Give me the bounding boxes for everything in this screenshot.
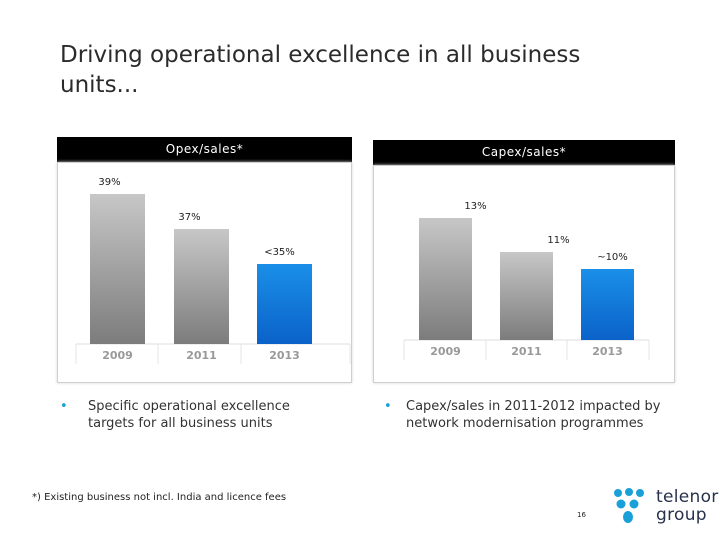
capex-panel-header: Capex/sales* bbox=[373, 140, 675, 165]
bar-2011 bbox=[500, 252, 553, 340]
bar-value-label: <35% bbox=[264, 247, 295, 258]
category-label: 2011 bbox=[186, 349, 217, 362]
category-label: 2009 bbox=[102, 349, 133, 362]
category-label: 2013 bbox=[269, 349, 300, 362]
slide-title: Driving operational excellence in all bu… bbox=[60, 42, 581, 98]
opex-panel-header: Opex/sales* bbox=[57, 137, 352, 162]
capex-chart: 13% 2009 11% 2011 ~10% 2013 bbox=[373, 165, 675, 383]
logo-text-telenor: telenor bbox=[656, 487, 719, 507]
bar-2011 bbox=[174, 229, 229, 344]
bar-value-label: 11% bbox=[547, 235, 569, 246]
bar-value-label: 39% bbox=[98, 177, 120, 188]
opex-chart-svg: 39% 2009 37% 2011 <35% 2013 bbox=[75, 177, 351, 364]
bar-2013 bbox=[257, 264, 312, 344]
bar-2009 bbox=[419, 218, 472, 340]
bar-2009 bbox=[90, 194, 145, 344]
opex-bullet-text: Specific operational excellence targets … bbox=[88, 399, 290, 431]
opex-chart: 39% 2009 37% 2011 <35% 2013 bbox=[57, 162, 352, 383]
page-number: 16 bbox=[577, 511, 586, 519]
category-label: 2011 bbox=[511, 345, 542, 358]
telenor-logo: telenor group bbox=[612, 487, 718, 533]
category-label: 2013 bbox=[592, 345, 623, 358]
capex-chart-svg: 13% 2009 11% 2011 ~10% 2013 bbox=[403, 201, 650, 360]
bullet-dot-icon: • bbox=[60, 399, 68, 414]
telenor-logo-icon bbox=[614, 488, 644, 523]
bar-value-label: 13% bbox=[464, 201, 486, 212]
capex-bullet-text: Capex/sales in 2011-2012 impacted by net… bbox=[406, 399, 661, 431]
bar-2013 bbox=[581, 269, 634, 340]
category-label: 2009 bbox=[430, 345, 461, 358]
logo-text-group: group bbox=[656, 505, 707, 525]
bar-value-label: 37% bbox=[178, 212, 200, 223]
bar-value-label: ~10% bbox=[597, 252, 628, 263]
footnote: *) Existing business not incl. India and… bbox=[32, 492, 287, 503]
bullet-dot-icon: • bbox=[384, 399, 392, 414]
